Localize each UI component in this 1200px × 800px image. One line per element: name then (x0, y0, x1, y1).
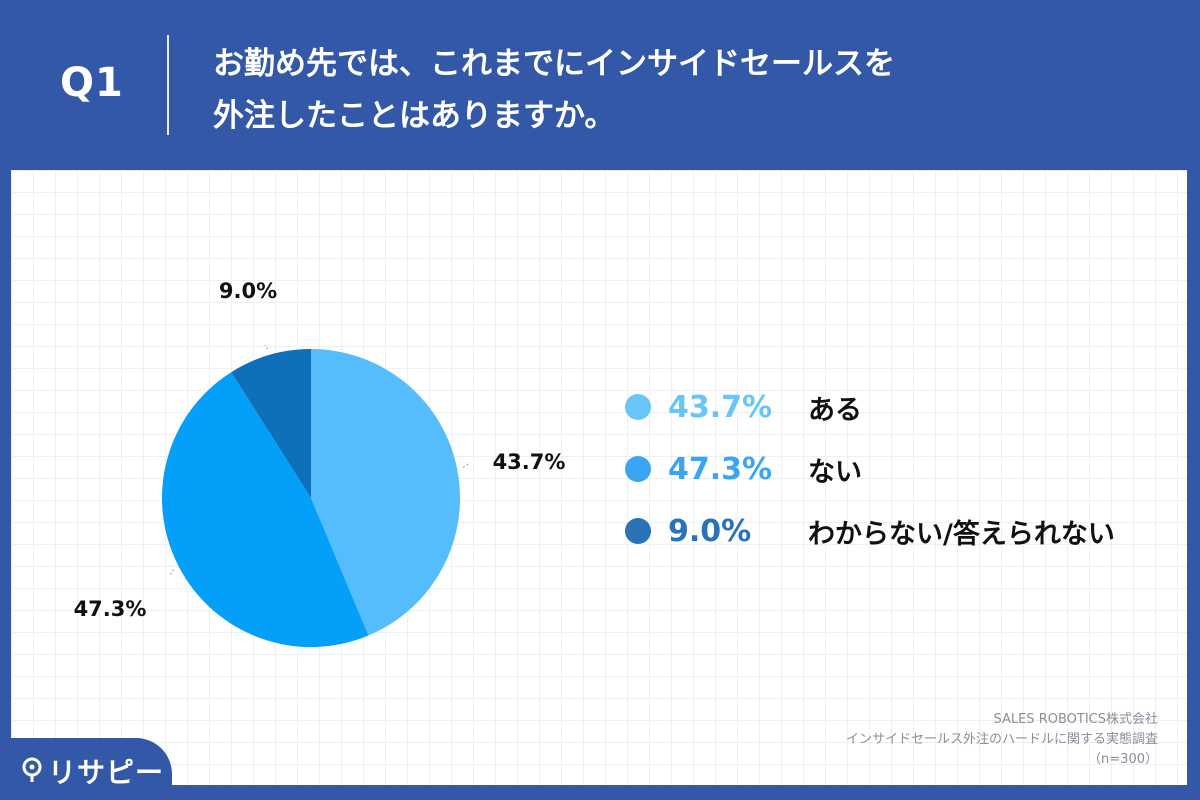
legend-label-nai: ない (808, 456, 862, 488)
logo: リサピー (0, 738, 172, 800)
header-divider (167, 35, 169, 135)
legend-item-unknown: 9.0% わからない/答えられない (625, 509, 1115, 553)
pie-slice-nai (161, 372, 369, 647)
legend-item-nai: 47.3% ない (625, 447, 862, 491)
legend-value-unknown: 9.0% (668, 513, 752, 549)
question-title-line2: 外注したことはありますか。 (213, 98, 616, 134)
legend-dot-unknown (625, 518, 651, 544)
pie-slice-aru (311, 349, 460, 636)
legend-value-nai: 47.3% (668, 451, 773, 487)
pie-label-unknown: 9.0% (219, 279, 277, 303)
leader-line-nai (169, 569, 174, 576)
source-survey-title: インサイドセールス外注のハードルに関する実態調査 (845, 732, 1158, 747)
source-company: SALES ROBOTICS株式会社 (993, 712, 1158, 727)
leader-line-aru (462, 462, 471, 468)
legend-label-unknown: わからない/答えられない (808, 518, 1115, 550)
header: Q1 お勤め先では、これまでにインサイドセールスを 外注したことはありますか。 (0, 0, 1200, 170)
pie-label-aru: 43.7% (493, 450, 566, 474)
question-title: お勤め先では、これまでにインサイドセールスを 外注したことはありますか。 (213, 38, 1113, 142)
logo-text: リサピー (48, 756, 165, 789)
legend-value-aru: 43.7% (668, 389, 773, 425)
legend-item-aru: 43.7% ある (625, 385, 862, 429)
pie-slice-unknown (231, 349, 311, 498)
legend-dot-aru (625, 394, 651, 420)
source-sample-size: （n=300） (1088, 752, 1158, 767)
legend-dot-nai (625, 456, 651, 482)
question-title-line1: お勤め先では、これまでにインサイドセールスを (213, 46, 895, 82)
source-note: SALES ROBOTICS株式会社 インサイドセールス外注のハードルに関する実… (846, 710, 1158, 770)
pie-label-nai: 47.3% (74, 597, 147, 621)
pin-icon (22, 757, 42, 782)
legend-label-aru: ある (808, 394, 862, 426)
question-number: Q1 (60, 60, 124, 106)
leader-line-unknown (264, 344, 269, 350)
